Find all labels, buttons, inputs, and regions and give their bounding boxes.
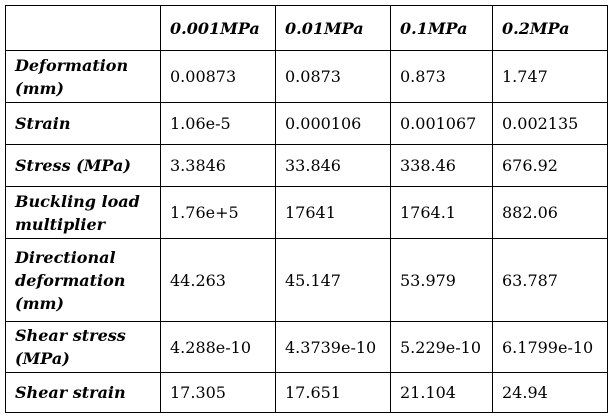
table-cell: 24.94 — [492, 372, 608, 413]
table-cell: 882.06 — [492, 186, 608, 239]
table-cell: 4.288e-10 — [160, 321, 276, 373]
table-row: Shear stress (MPa) 4.288e-10 4.3739e-10 … — [5, 321, 608, 373]
table-cell: 63.787 — [492, 238, 608, 322]
table-cell: 4.3739e-10 — [275, 321, 391, 373]
table-cell: 0.000106 — [275, 102, 391, 145]
row-label: Deformation (mm) — [5, 50, 161, 103]
table-cell: 6.1799e-10 — [492, 321, 608, 373]
table-cell: 338.46 — [390, 144, 493, 187]
corner-cell — [5, 5, 161, 51]
table-row: Deformation (mm) 0.00873 0.0873 0.873 1.… — [5, 50, 608, 103]
table-cell: 0.873 — [390, 50, 493, 103]
column-header: 0.01MPa — [275, 5, 391, 51]
table-cell: 1.747 — [492, 50, 608, 103]
table-cell: 5.229e-10 — [390, 321, 493, 373]
row-label: Shear strain — [5, 372, 161, 413]
column-header: 0.1MPa — [390, 5, 493, 51]
table-cell: 53.979 — [390, 238, 493, 322]
table-row: Directional deformation (mm) 44.263 45.1… — [5, 238, 608, 322]
table-cell: 676.92 — [492, 144, 608, 187]
row-label: Directional deformation (mm) — [5, 238, 161, 322]
table-cell: 33.846 — [275, 144, 391, 187]
table-row: Strain 1.06e-5 0.000106 0.001067 0.00213… — [5, 102, 608, 145]
table-cell: 17641 — [275, 186, 391, 239]
row-label: Shear stress (MPa) — [5, 321, 161, 373]
table-row: Buckling load multiplier 1.76e+5 17641 1… — [5, 186, 608, 239]
table-cell: 3.3846 — [160, 144, 276, 187]
table-cell: 0.001067 — [390, 102, 493, 145]
row-label: Buckling load multiplier — [5, 186, 161, 239]
column-header: 0.001MPa — [160, 5, 276, 51]
row-label: Strain — [5, 102, 161, 145]
table-cell: 1764.1 — [390, 186, 493, 239]
table-cell: 45.147 — [275, 238, 391, 322]
table-cell: 0.0873 — [275, 50, 391, 103]
table-cell: 1.06e-5 — [160, 102, 276, 145]
table-row: Shear strain 17.305 17.651 21.104 24.94 — [5, 372, 608, 413]
table-cell: 44.263 — [160, 238, 276, 322]
table-cell: 1.76e+5 — [160, 186, 276, 239]
row-label: Stress (MPa) — [5, 144, 161, 187]
table-cell: 17.305 — [160, 372, 276, 413]
results-table: 0.001MPa 0.01MPa 0.1MPa 0.2MPa Deformati… — [5, 5, 608, 413]
column-header: 0.2MPa — [492, 5, 608, 51]
table-cell: 21.104 — [390, 372, 493, 413]
table-row: Stress (MPa) 3.3846 33.846 338.46 676.92 — [5, 144, 608, 187]
table-cell: 0.002135 — [492, 102, 608, 145]
table-cell: 17.651 — [275, 372, 391, 413]
table-cell: 0.00873 — [160, 50, 276, 103]
header-row: 0.001MPa 0.01MPa 0.1MPa 0.2MPa — [5, 5, 608, 51]
